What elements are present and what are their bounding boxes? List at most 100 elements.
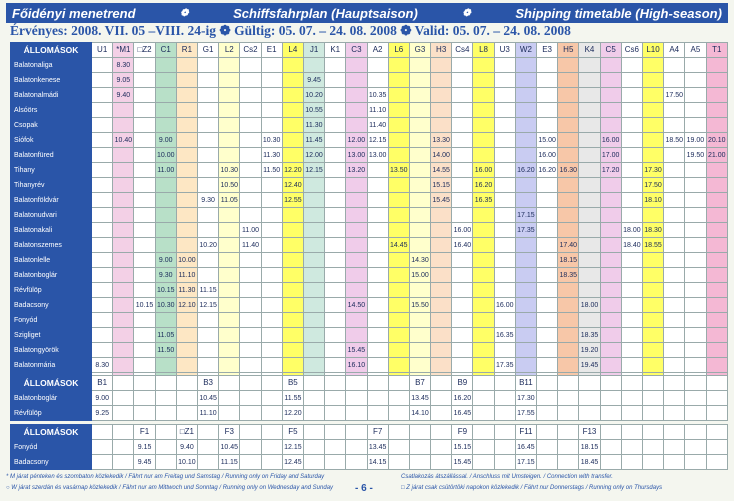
service-code (260, 375, 283, 391)
empty-cell (493, 312, 516, 328)
empty-cell (91, 132, 114, 148)
empty-cell (281, 297, 304, 313)
empty-cell (408, 342, 432, 358)
departure-time: 14.10 (408, 405, 432, 421)
timetable-row: Fonyód (9, 312, 729, 328)
empty-cell (387, 57, 410, 73)
departure-time: 13.45 (366, 439, 389, 455)
departure-time: 9.45 (302, 72, 326, 88)
empty-cell (260, 72, 283, 88)
departure-time: 17.00 (599, 147, 622, 163)
service-code: B1 (91, 375, 114, 391)
empty-cell (239, 454, 262, 470)
empty-cell (239, 342, 262, 358)
departure-time: 11.50 (154, 342, 177, 358)
departure-time: 16.35 (493, 327, 516, 343)
departure-time: 17.50 (663, 87, 686, 103)
service-code: L8 (472, 42, 495, 58)
empty-cell (175, 237, 199, 253)
service-code (536, 424, 559, 440)
empty-cell (197, 327, 220, 343)
departure-time: 21.00 (705, 147, 729, 163)
departure-time: 17.15 (514, 207, 538, 223)
empty-cell (112, 222, 135, 238)
departure-time: 16.20 (514, 162, 538, 178)
empty-cell (493, 252, 516, 268)
empty-cell (133, 162, 156, 178)
empty-cell (430, 327, 453, 343)
departure-time: 13.00 (345, 147, 368, 163)
empty-cell (324, 454, 347, 470)
empty-cell (91, 222, 114, 238)
empty-cell (493, 237, 516, 253)
empty-cell (451, 87, 474, 103)
departure-time: 16.20 (451, 390, 474, 406)
departure-time: 16.00 (472, 162, 495, 178)
service-code (430, 375, 453, 391)
empty-cell (663, 237, 686, 253)
empty-cell (260, 439, 283, 455)
empty-cell (578, 282, 601, 298)
empty-cell (260, 117, 283, 133)
timetable-row: Tihany 11.00 10.30 11.50 12.20 12.15 13.20 13.5… (9, 162, 729, 178)
empty-cell (408, 312, 432, 328)
timetable-row: Révfülöp 10.15 11.30 11.15 (9, 282, 729, 298)
departure-time: 11.00 (239, 222, 262, 238)
stations-header: ÁLLOMÁSOK (9, 375, 93, 391)
empty-cell (387, 297, 410, 313)
empty-cell (599, 192, 622, 208)
empty-cell (239, 72, 262, 88)
empty-cell (218, 102, 241, 118)
empty-cell (175, 162, 199, 178)
service-code (472, 424, 495, 440)
departure-time: 9.45 (133, 454, 156, 470)
empty-cell (112, 117, 135, 133)
empty-cell (302, 327, 326, 343)
service-code (599, 424, 622, 440)
service-code (493, 424, 516, 440)
empty-cell (663, 177, 686, 193)
empty-cell (387, 72, 410, 88)
empty-cell (91, 177, 114, 193)
departure-time: 18.15 (557, 252, 580, 268)
empty-cell (557, 312, 580, 328)
empty-cell (345, 252, 368, 268)
departure-time: 15.45 (430, 192, 453, 208)
empty-cell (578, 117, 601, 133)
empty-cell (366, 192, 389, 208)
empty-cell (260, 390, 283, 406)
empty-cell (451, 102, 474, 118)
empty-cell (493, 102, 516, 118)
empty-cell (620, 267, 643, 283)
empty-cell (557, 87, 580, 103)
timetable-row: Balatonaliga 8.30 (9, 57, 729, 73)
empty-cell (281, 147, 304, 163)
empty-cell (641, 117, 665, 133)
empty-cell (408, 192, 432, 208)
page-number: - 6 - (355, 483, 373, 494)
empty-cell (493, 147, 516, 163)
empty-cell (663, 439, 686, 455)
service-code (684, 375, 707, 391)
empty-cell (218, 207, 241, 223)
empty-cell (663, 267, 686, 283)
departure-time: 17.20 (599, 162, 622, 178)
empty-cell (239, 405, 262, 421)
service-code: W2 (514, 42, 538, 58)
service-code: H5 (557, 42, 580, 58)
empty-cell (557, 439, 580, 455)
departure-time: 10.30 (154, 297, 177, 313)
empty-cell (641, 57, 665, 73)
empty-cell (154, 454, 177, 470)
service-code: B9 (451, 375, 474, 391)
departure-time: 11.00 (154, 162, 177, 178)
empty-cell (197, 177, 220, 193)
empty-cell (514, 147, 538, 163)
empty-cell (239, 439, 262, 455)
empty-cell (536, 237, 559, 253)
empty-cell (91, 102, 114, 118)
empty-cell (641, 132, 665, 148)
service-code: F5 (281, 424, 304, 440)
service-code (578, 375, 601, 391)
empty-cell (324, 102, 347, 118)
